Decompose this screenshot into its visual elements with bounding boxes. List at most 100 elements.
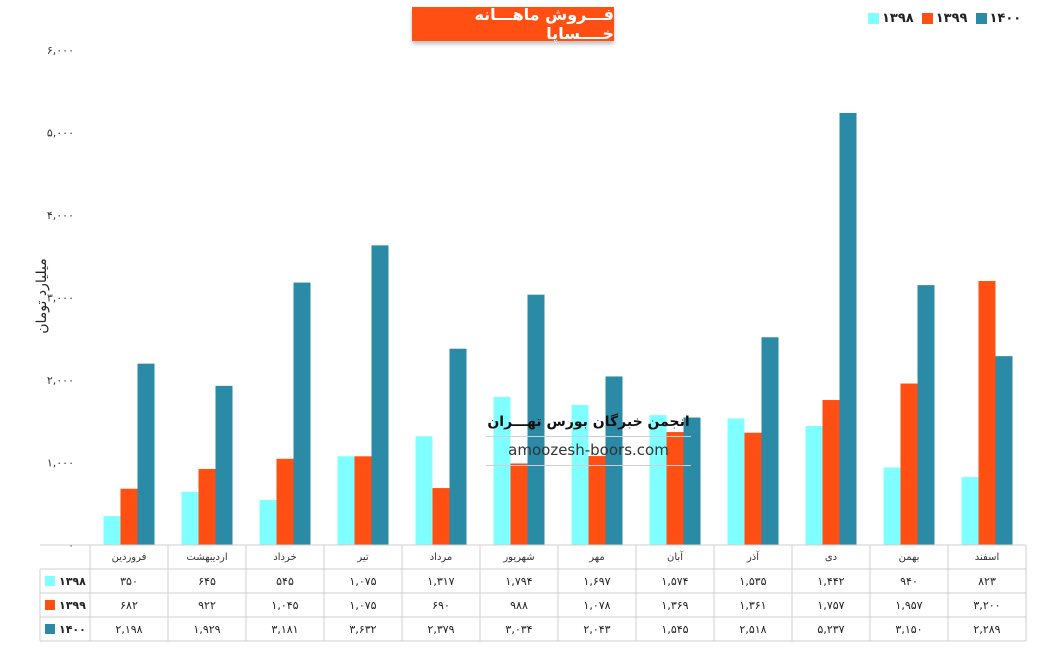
category-label: دی	[825, 552, 837, 563]
data-label-1399: ۱,۰۴۵	[271, 599, 298, 612]
data-label-1398: ۱,۵۷۴	[661, 575, 688, 588]
table-legend-swatch-1399	[45, 600, 55, 610]
bar-1399	[744, 432, 762, 545]
category-label: فروردین	[112, 552, 147, 563]
bar-1399	[900, 383, 918, 545]
watermark: انجمن خبرگان بورس تهـــران amoozesh-boor…	[486, 414, 691, 466]
data-label-1398: ۸۲۳	[978, 575, 996, 588]
data-label-1399: ۶۹۰	[432, 599, 450, 612]
bar-1399	[120, 488, 138, 545]
bar-1399	[276, 458, 294, 545]
bar-1399	[510, 463, 528, 545]
bar-1400	[527, 294, 545, 545]
category-label: آذر	[746, 550, 760, 563]
data-label-1399: ۱,۰۷۸	[583, 599, 610, 612]
bar-1399	[588, 456, 606, 545]
legend-swatch-1400	[975, 13, 987, 24]
data-label-1400: ۱,۵۴۵	[661, 623, 688, 636]
chart-title: فـــروش ماهـــانه خــــساپا	[412, 5, 614, 43]
bar-1400	[605, 376, 623, 545]
data-label-1399: ۹۸۸	[510, 599, 528, 612]
bar-1398	[727, 418, 745, 545]
bar-1398	[961, 477, 979, 545]
legend: ۱۳۹۸ ۱۳۹۹ ۱۴۰۰	[868, 11, 1021, 26]
data-label-1398: ۳۵۰	[120, 575, 138, 588]
y-tick-label: ۵,۰۰۰	[47, 127, 74, 140]
bar-1400	[293, 282, 311, 545]
category-label: تیر	[356, 552, 369, 563]
bar-1398	[103, 516, 121, 545]
bar-1398	[181, 491, 199, 545]
data-label-1399: ۶۸۲	[120, 599, 138, 612]
table-series-label-1400: ۱۴۰۰	[59, 623, 86, 636]
data-label-1398: ۱,۶۹۷	[583, 575, 610, 588]
data-label-1398: ۱,۰۷۵	[349, 575, 376, 588]
watermark-title: انجمن خبرگان بورس تهـــران	[486, 414, 691, 437]
y-tick-label: ۳,۰۰۰	[47, 292, 74, 305]
y-tick-label: ۴,۰۰۰	[47, 209, 74, 222]
data-label-1398: ۱,۴۴۲	[817, 575, 844, 588]
data-label-1398: ۵۴۵	[276, 575, 294, 588]
data-label-1400: ۲,۰۴۳	[583, 623, 610, 636]
bar-1400	[683, 417, 701, 545]
bar-1400	[917, 285, 935, 545]
y-axis-label: میلیارد تومان	[34, 258, 50, 334]
bar-1399	[354, 456, 372, 545]
legend-swatch-1399	[921, 13, 933, 24]
data-label-1400: ۳,۱۵۰	[895, 623, 922, 636]
table-legend-swatch-1398	[45, 576, 55, 586]
bar-1400	[995, 356, 1013, 545]
data-label-1399: ۳,۲۰۰	[973, 599, 1000, 612]
bar-1398	[805, 426, 823, 545]
bar-1398	[883, 467, 901, 545]
bar-1400	[761, 337, 779, 545]
bar-1400	[137, 363, 155, 545]
legend-label-1398: ۱۳۹۸	[882, 11, 914, 26]
data-label-1399: ۱,۳۶۹	[661, 599, 688, 612]
bar-1400	[215, 385, 233, 545]
legend-swatch-1398	[868, 13, 879, 24]
data-label-1400: ۲,۵۱۸	[739, 623, 766, 636]
bar-1398	[337, 456, 355, 545]
data-label-1399: ۱,۹۵۷	[895, 599, 922, 612]
data-label-1400: ۲,۲۸۹	[973, 623, 1000, 636]
category-label: مرداد	[430, 552, 453, 563]
y-tick-label: ۱,۰۰۰	[47, 457, 74, 470]
bar-1399	[198, 468, 216, 545]
bar-1399	[666, 432, 684, 545]
data-label-1400: ۳,۱۸۱	[271, 623, 298, 636]
bar-1399	[978, 281, 996, 545]
legend-label-1399: ۱۳۹۹	[935, 11, 968, 26]
data-label-1398: ۱,۳۱۷	[427, 575, 454, 588]
y-tick-label: ۶,۰۰۰	[47, 44, 74, 57]
data-label-1399: ۱,۳۶۱	[739, 599, 766, 612]
data-label-1398: ۱,۵۳۵	[739, 575, 766, 588]
watermark-url: amoozesh-boors.com	[486, 437, 691, 466]
data-label-1400: ۵,۲۳۷	[817, 623, 844, 636]
bar-1399	[432, 488, 450, 545]
bar-1399	[822, 400, 840, 545]
table-series-label-1399: ۱۳۹۹	[59, 599, 86, 612]
data-label-1399: ۱,۰۷۵	[349, 599, 376, 612]
category-label: بهمن	[899, 552, 920, 563]
legend-item-1399: ۱۳۹۹	[921, 11, 968, 26]
data-label-1399: ۹۲۲	[198, 599, 216, 612]
bar-1398	[649, 415, 667, 545]
table-series-label-1398: ۱۳۹۸	[59, 575, 86, 588]
data-label-1399: ۱,۷۵۷	[817, 599, 844, 612]
bar-1398	[571, 404, 589, 545]
category-label: مهر	[588, 552, 604, 563]
bar-1400	[449, 348, 467, 545]
category-label: خرداد	[273, 552, 296, 563]
data-label-1400: ۳,۶۳۲	[349, 623, 376, 636]
data-label-1400: ۲,۳۷۹	[427, 623, 454, 636]
data-label-1400: ۱,۹۲۹	[193, 623, 220, 636]
category-label: شهریور	[502, 552, 534, 563]
bar-1398	[493, 396, 511, 545]
category-label: آبان	[667, 550, 684, 563]
bar-1398	[259, 500, 277, 545]
bar-1398	[415, 436, 433, 545]
category-label: اردیبهشت	[186, 552, 227, 563]
legend-item-1400: ۱۴۰۰	[975, 11, 1021, 26]
data-label-1398: ۱,۷۹۴	[505, 575, 532, 588]
